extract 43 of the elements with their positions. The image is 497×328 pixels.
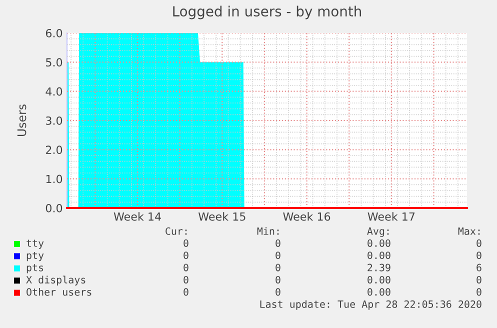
text: 0 [476,276,482,284]
y-tick-label: 1.0 [46,174,62,184]
legend-label: pts [26,264,44,274]
y-tick-label: 4.0 [46,87,62,96]
text: 0 [184,264,188,272]
x-tick-label: Week 16 [283,212,330,221]
text: 0.00 [368,252,390,260]
text: Cur: [166,227,187,235]
text: 0 [276,288,280,296]
text: 6 [476,264,482,272]
text: 0 [276,252,280,260]
y-tick-label: 0.0 [46,204,62,212]
text: Avg: [367,227,389,237]
text: 0 [476,252,482,260]
text: 0 [184,239,188,247]
legend-label: X displays [26,276,86,286]
y-axis-title: Users [17,104,26,136]
text: 0 [276,276,280,284]
text: 0 [276,264,280,272]
legend-label: tty [26,240,44,249]
text: 0 [276,239,280,247]
text: 0 [184,288,188,296]
text: 0 [476,288,482,296]
text: 0.00 [368,276,390,284]
text: Max: [458,227,480,235]
y-tick-label: 5.0 [46,58,62,67]
text: Last update: Tue Apr 28 22:05:36 2020 [260,300,482,310]
text: Min: [257,227,279,235]
text: 0.00 [368,288,390,296]
text: 2.39 [368,264,390,272]
x-tick-label: Week 15 [198,212,246,221]
text: 0 [184,276,188,284]
chart-title: Logged in users - by month [173,6,362,20]
legend-label: pty [26,252,44,262]
text: 0 [184,252,188,260]
y-tick-label: 2.0 [46,146,62,154]
x-tick-label: Week 17 [368,212,415,221]
text: 0 [476,239,482,247]
x-tick-label: Week 14 [114,212,161,221]
y-tick-label: 6.0 [46,28,62,38]
legend-label: Other users [26,288,92,296]
text: 0.00 [368,239,390,247]
y-tick-label: 3.0 [46,116,62,125]
